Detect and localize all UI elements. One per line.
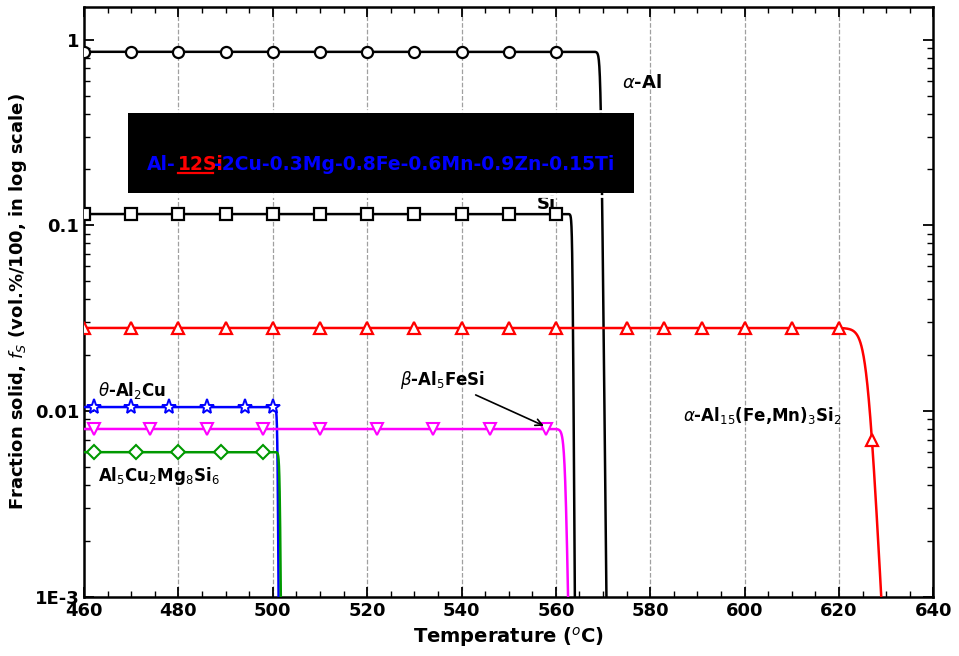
Text: Al$_5$Cu$_2$Mg$_8$Si$_6$: Al$_5$Cu$_2$Mg$_8$Si$_6$ [98,465,220,487]
Text: 12Si: 12Si [177,155,223,174]
Y-axis label: Fraction solid, $f_S$ (vol.%/100, in log scale): Fraction solid, $f_S$ (vol.%/100, in log… [7,93,29,510]
Text: $\alpha$-Al$_{15}$(Fe,Mn)$_3$Si$_2$: $\alpha$-Al$_{15}$(Fe,Mn)$_3$Si$_2$ [683,405,842,426]
Text: $\theta$-Al$_2$Cu: $\theta$-Al$_2$Cu [98,380,167,401]
Text: Al-: Al- [147,155,175,174]
X-axis label: Temperature ($^o$C): Temperature ($^o$C) [413,625,604,649]
Text: $\beta$-Al$_5$FeSi: $\beta$-Al$_5$FeSi [400,369,542,425]
FancyBboxPatch shape [129,113,634,193]
Text: $\alpha$-Al: $\alpha$-Al [622,74,662,92]
Text: -2Cu-0.3Mg-0.8Fe-0.6Mn-0.9Zn-0.15Ti: -2Cu-0.3Mg-0.8Fe-0.6Mn-0.9Zn-0.15Ti [214,155,615,174]
Text: Si: Si [537,195,556,213]
